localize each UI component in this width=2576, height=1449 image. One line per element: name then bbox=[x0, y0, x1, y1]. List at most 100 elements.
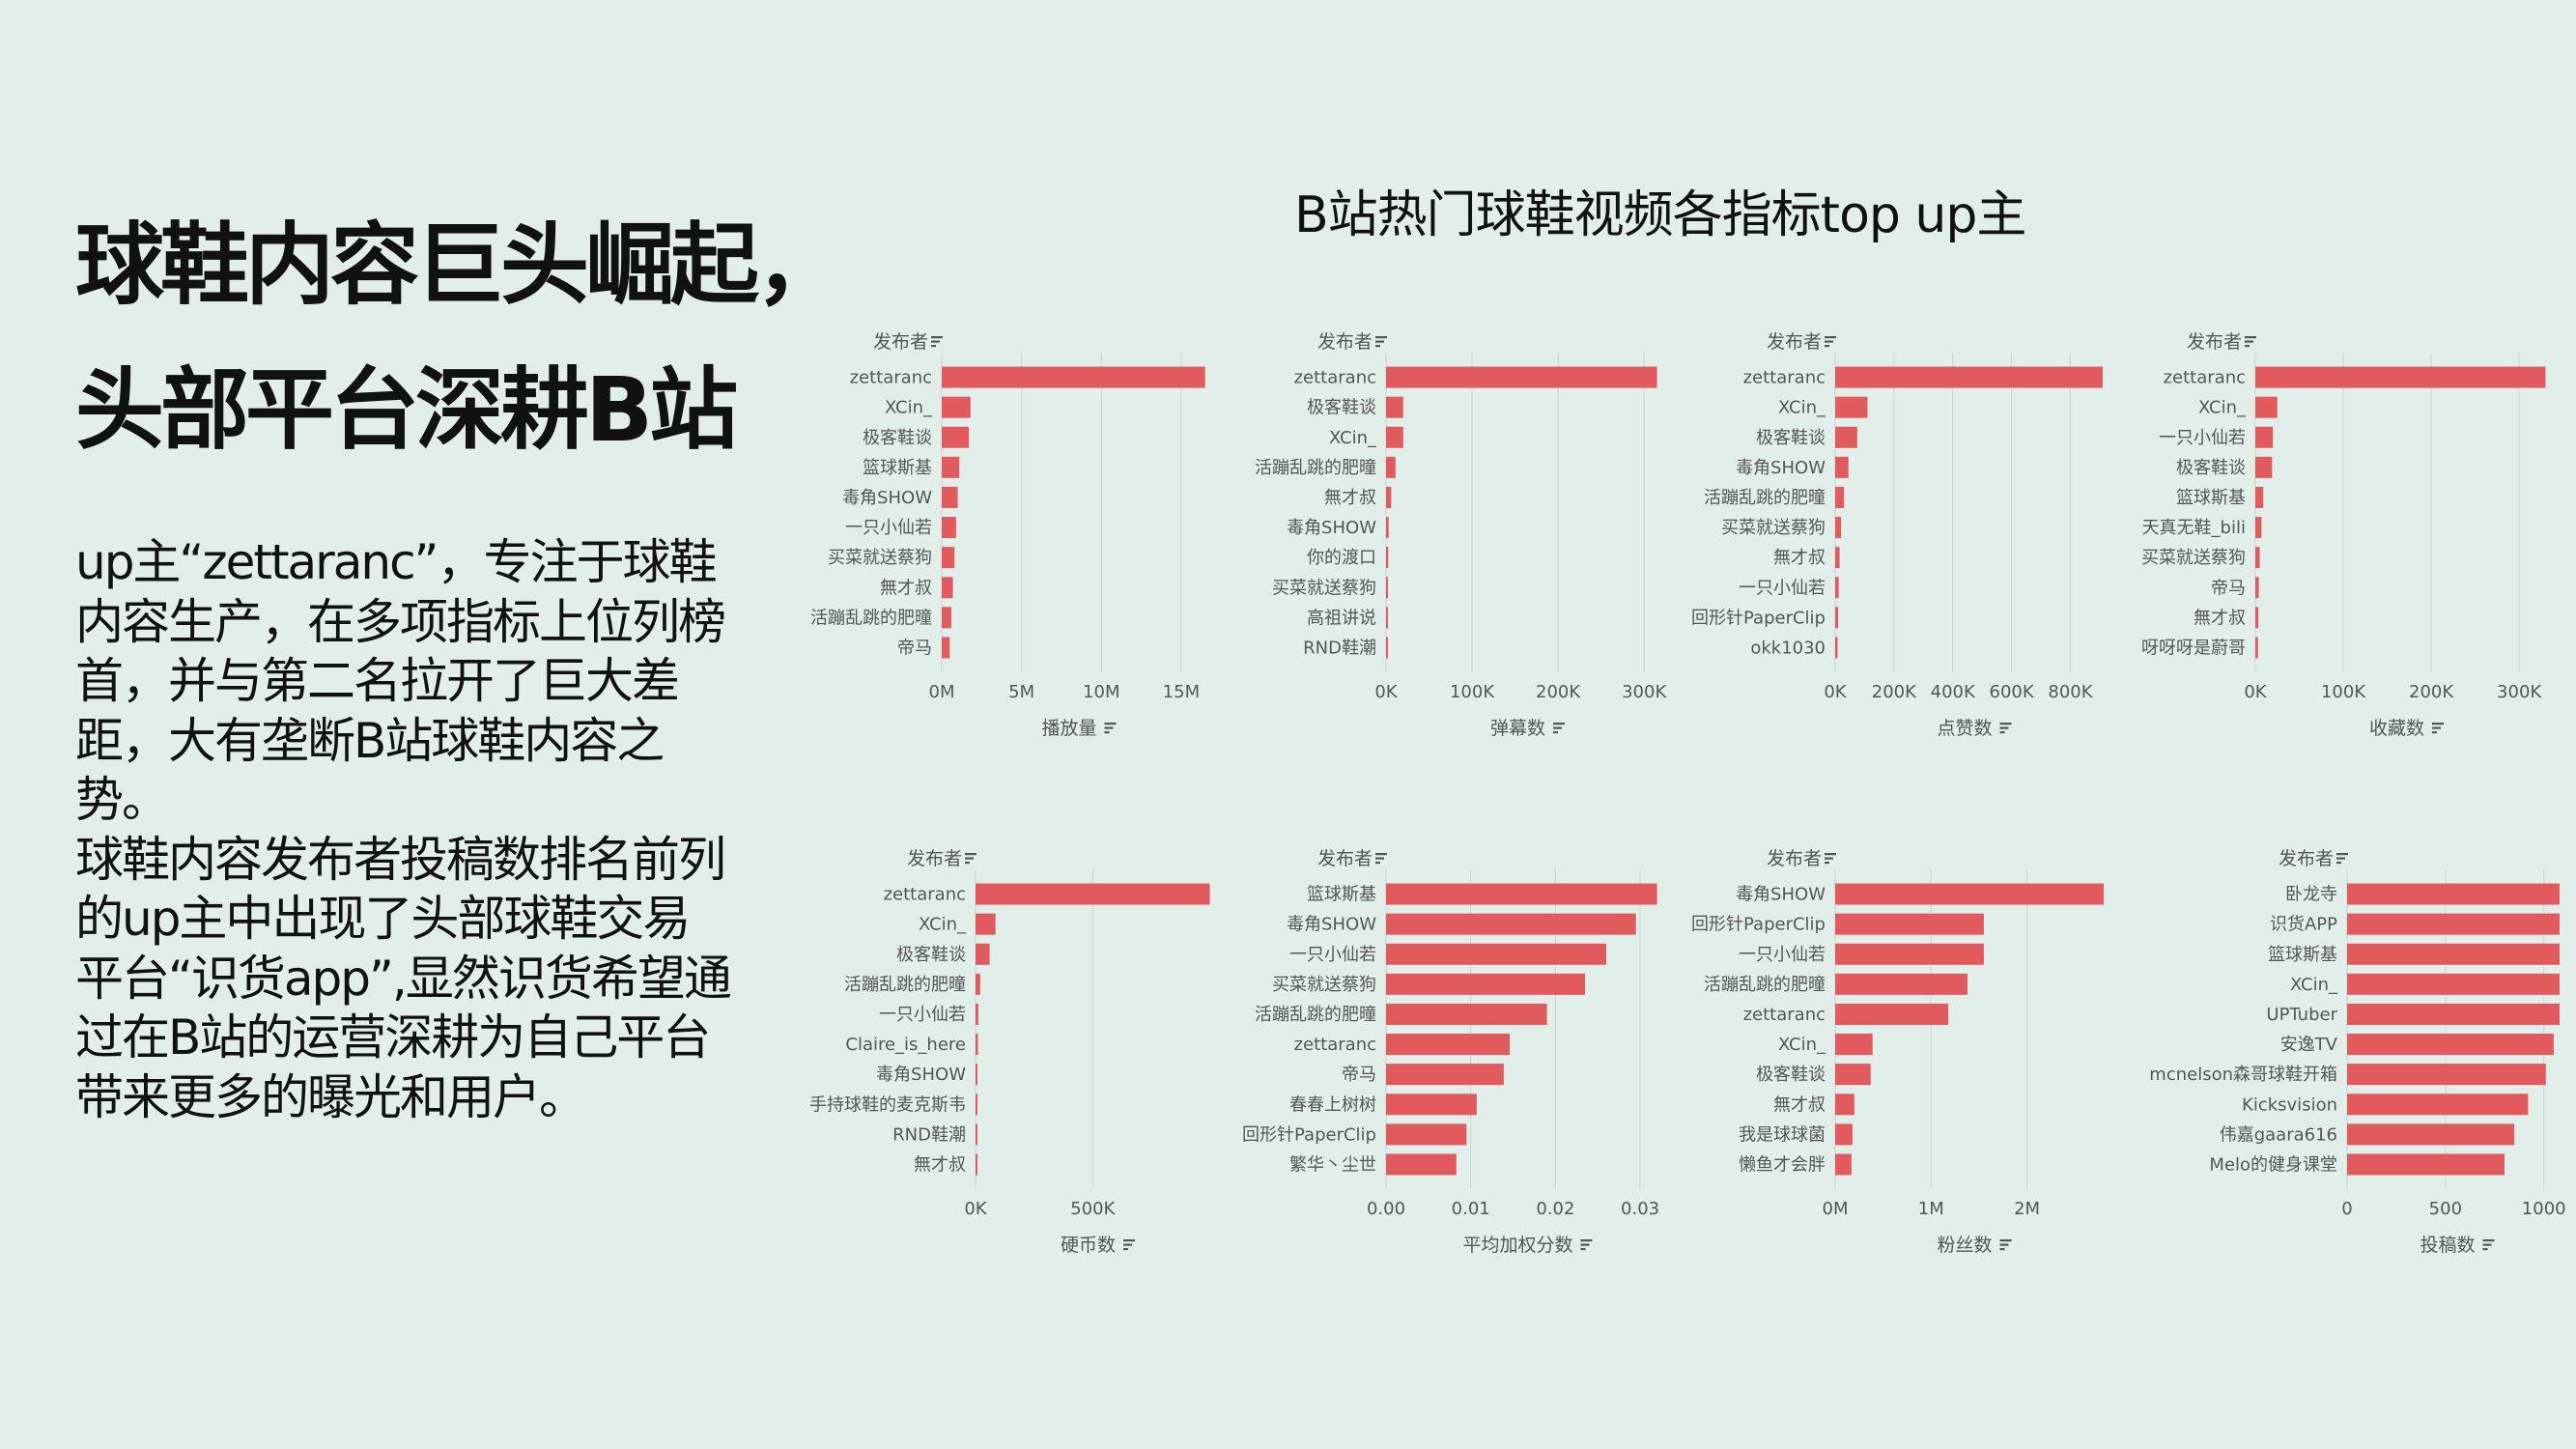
x-sort-icon[interactable] bbox=[1123, 1239, 1136, 1251]
bar[interactable] bbox=[2347, 973, 2560, 995]
headline-line-2: 头部平台深耕B站 bbox=[75, 358, 738, 462]
y-sort-icon[interactable] bbox=[1375, 336, 1387, 348]
bar[interactable] bbox=[2347, 1034, 2554, 1056]
bar[interactable] bbox=[1386, 517, 1389, 539]
bar[interactable] bbox=[2347, 1094, 2529, 1116]
bar[interactable] bbox=[1386, 396, 1403, 418]
bar[interactable] bbox=[942, 426, 970, 448]
bar[interactable] bbox=[942, 637, 950, 659]
bar[interactable] bbox=[1835, 517, 1842, 539]
bar[interactable] bbox=[1835, 577, 1839, 599]
bar[interactable] bbox=[976, 1123, 977, 1146]
bar[interactable] bbox=[1835, 607, 1839, 629]
bar[interactable] bbox=[1835, 973, 1968, 995]
bar[interactable] bbox=[976, 973, 980, 995]
bar[interactable] bbox=[976, 1064, 977, 1086]
bar[interactable] bbox=[942, 577, 953, 599]
bar[interactable] bbox=[942, 486, 958, 508]
y-sort-icon[interactable] bbox=[965, 853, 977, 865]
bar[interactable] bbox=[1386, 913, 1636, 935]
bar[interactable] bbox=[1386, 637, 1388, 659]
bar[interactable] bbox=[1386, 426, 1403, 448]
bar[interactable] bbox=[976, 913, 996, 935]
bar[interactable] bbox=[1386, 1034, 1511, 1056]
bar[interactable] bbox=[1386, 456, 1396, 478]
x-sort-icon[interactable] bbox=[2482, 1239, 2495, 1251]
x-tick-label: 0.00 bbox=[1367, 1199, 1405, 1219]
bar[interactable] bbox=[2255, 517, 2262, 539]
bar[interactable] bbox=[2255, 637, 2258, 659]
bar[interactable] bbox=[976, 1153, 977, 1176]
x-sort-icon[interactable] bbox=[1553, 723, 1566, 734]
bar[interactable] bbox=[1386, 883, 1657, 905]
bar[interactable] bbox=[976, 1034, 978, 1056]
bar[interactable] bbox=[1835, 366, 2103, 388]
bar[interactable] bbox=[1386, 1064, 1504, 1086]
y-sort-icon[interactable] bbox=[2245, 336, 2256, 348]
bar[interactable] bbox=[2255, 577, 2259, 599]
bar[interactable] bbox=[1386, 1094, 1477, 1116]
bar[interactable] bbox=[2255, 426, 2274, 448]
y-sort-icon[interactable] bbox=[1375, 853, 1387, 865]
bar[interactable] bbox=[1835, 913, 1984, 935]
bar[interactable] bbox=[942, 396, 971, 418]
bar[interactable] bbox=[1835, 1003, 1949, 1025]
bar[interactable] bbox=[942, 517, 956, 539]
bar[interactable] bbox=[2255, 547, 2260, 569]
bar[interactable] bbox=[1386, 973, 1586, 995]
bar[interactable] bbox=[1835, 1034, 1873, 1056]
bar[interactable] bbox=[1835, 1094, 1854, 1116]
bar[interactable] bbox=[976, 1094, 977, 1116]
bar[interactable] bbox=[2347, 1003, 2560, 1025]
y-sort-icon[interactable] bbox=[1825, 853, 1836, 865]
bar[interactable] bbox=[2347, 1123, 2515, 1146]
bar[interactable] bbox=[2347, 913, 2560, 935]
bar[interactable] bbox=[2347, 1153, 2505, 1176]
bar[interactable] bbox=[1835, 456, 1849, 478]
bar[interactable] bbox=[1386, 1123, 1467, 1146]
bar[interactable] bbox=[2255, 396, 2278, 418]
bar[interactable] bbox=[1386, 1153, 1457, 1176]
bar[interactable] bbox=[2255, 607, 2259, 629]
bar[interactable] bbox=[2255, 486, 2264, 508]
x-sort-icon[interactable] bbox=[1999, 1239, 2012, 1251]
bar[interactable] bbox=[1835, 486, 1845, 508]
y-sort-icon[interactable] bbox=[931, 336, 943, 348]
y-sort-icon[interactable] bbox=[1825, 336, 1836, 348]
bar[interactable] bbox=[1386, 607, 1388, 629]
bar[interactable] bbox=[1835, 883, 2105, 905]
bar[interactable] bbox=[2255, 366, 2546, 388]
bar[interactable] bbox=[2347, 1064, 2546, 1086]
bar[interactable] bbox=[1835, 943, 1984, 965]
bar[interactable] bbox=[976, 943, 990, 965]
bar[interactable] bbox=[976, 1003, 978, 1025]
y-sort-icon[interactable] bbox=[2336, 853, 2348, 865]
bar[interactable] bbox=[1386, 366, 1657, 388]
bar[interactable] bbox=[1835, 637, 1838, 659]
bar[interactable] bbox=[1386, 943, 1606, 965]
bar[interactable] bbox=[1835, 1064, 1871, 1086]
category-label: 买菜就送蔡狗 bbox=[828, 548, 932, 568]
bar[interactable] bbox=[942, 607, 951, 629]
x-sort-icon[interactable] bbox=[1999, 723, 2012, 734]
chart-4: 发布者 0K 100K 200K 300K zettaranc XCin_ 一只小仙若极客鞋谈… bbox=[2141, 331, 2546, 739]
bar[interactable] bbox=[1386, 547, 1389, 569]
x-sort-icon[interactable] bbox=[1104, 723, 1117, 734]
bar[interactable] bbox=[942, 547, 955, 569]
x-sort-icon[interactable] bbox=[1580, 1239, 1593, 1251]
bar[interactable] bbox=[1835, 426, 1857, 448]
bar[interactable] bbox=[1835, 396, 1868, 418]
bar[interactable] bbox=[1835, 547, 1840, 569]
bar[interactable] bbox=[1386, 486, 1392, 508]
bar[interactable] bbox=[976, 883, 1210, 905]
bar[interactable] bbox=[1835, 1153, 1852, 1176]
bar[interactable] bbox=[2347, 883, 2560, 905]
bar[interactable] bbox=[1835, 1123, 1853, 1146]
bar[interactable] bbox=[1386, 1003, 1547, 1025]
bar[interactable] bbox=[2347, 943, 2560, 965]
x-sort-icon[interactable] bbox=[2432, 723, 2445, 734]
bar[interactable] bbox=[942, 366, 1205, 388]
bar[interactable] bbox=[942, 456, 960, 478]
bar[interactable] bbox=[1386, 577, 1388, 599]
bar[interactable] bbox=[2255, 456, 2273, 478]
